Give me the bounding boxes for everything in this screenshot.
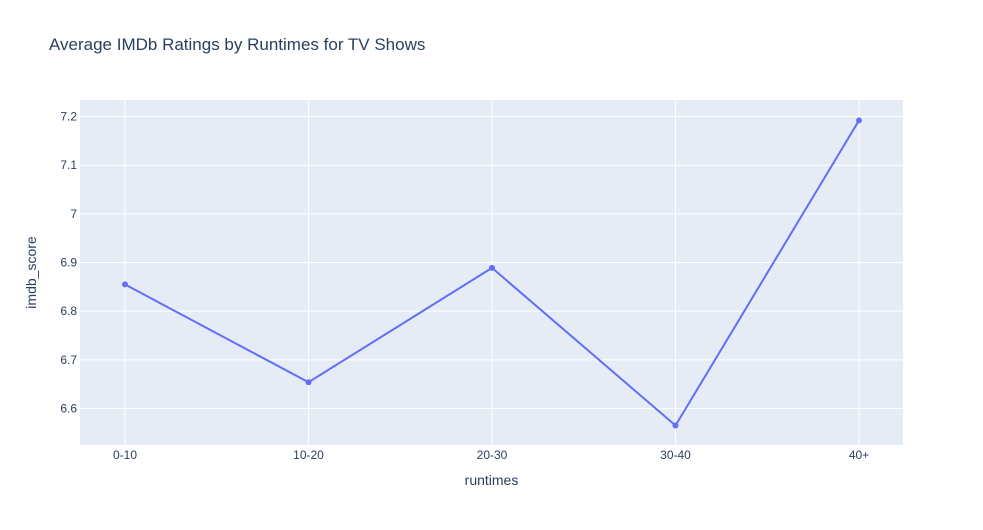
- x-tick-label: 40+: [849, 448, 869, 462]
- y-tick-label: 7: [70, 207, 77, 221]
- y-tick-label: 7.2: [60, 110, 77, 124]
- x-tick-label: 30-40: [660, 448, 691, 462]
- y-axis-title: imdb_score: [23, 236, 39, 309]
- x-axis-title: runtimes: [465, 472, 519, 488]
- y-axis-ticks: 6.6 6.7 6.8 6.9 7 7.1 7.2: [60, 110, 77, 416]
- data-point[interactable]: [305, 379, 312, 386]
- y-tick-label: 6.6: [60, 402, 77, 416]
- grid-lines: [80, 100, 903, 445]
- x-axis-ticks: 0-10 10-20 20-30 30-40 40+: [113, 448, 869, 462]
- data-point[interactable]: [489, 264, 495, 271]
- data-point[interactable]: [672, 422, 679, 429]
- x-tick-label: 20-30: [477, 448, 508, 462]
- data-point[interactable]: [856, 117, 862, 124]
- y-tick-label: 6.7: [60, 353, 77, 367]
- data-point[interactable]: [122, 281, 128, 288]
- y-tick-label: 7.1: [60, 158, 77, 172]
- y-tick-label: 6.8: [60, 304, 77, 318]
- x-tick-label: 0-10: [113, 448, 137, 462]
- series-layer: [122, 117, 862, 429]
- chart-title: Average IMDb Ratings by Runtimes for TV …: [49, 35, 425, 54]
- y-tick-label: 6.9: [60, 256, 77, 270]
- x-tick-label: 10-20: [293, 448, 324, 462]
